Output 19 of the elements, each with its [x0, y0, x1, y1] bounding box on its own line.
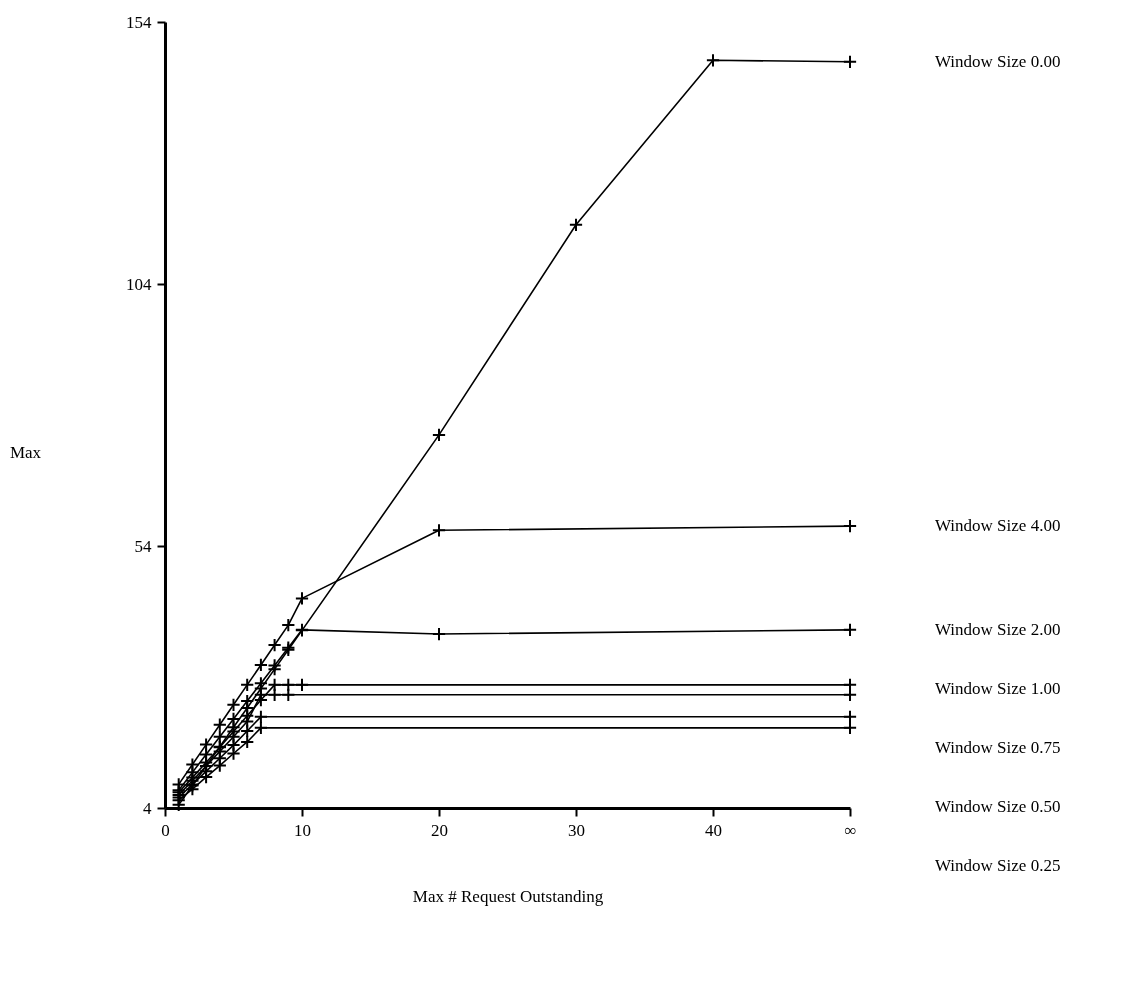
x-tick-label: 40	[705, 820, 722, 840]
y-tick-label: 54	[134, 536, 152, 556]
text: Window Size 0.00	[935, 51, 1061, 71]
text: Window Size 0.75	[935, 737, 1061, 757]
y-axis-title: Max	[9, 442, 42, 462]
text: Window Size 1.00	[935, 678, 1061, 698]
x-tick-label: 0	[161, 820, 170, 840]
text: Window Size 4.00	[935, 516, 1061, 536]
y-tick-label: 4	[143, 798, 152, 818]
y-tick-label: 104	[126, 274, 152, 294]
x-tick-label: 20	[431, 820, 448, 840]
text: Window Size 0.50	[935, 796, 1061, 816]
x-tick-label: 30	[568, 820, 585, 840]
y-tick-label: 154	[126, 12, 152, 32]
text: Window Size 0.25	[935, 855, 1061, 875]
x-axis-title: Max # Request Outstanding	[412, 886, 604, 906]
text: Window Size 2.00	[935, 619, 1061, 639]
x-tick-label: 10	[294, 820, 311, 840]
x-tick-label: ∞	[844, 820, 857, 840]
